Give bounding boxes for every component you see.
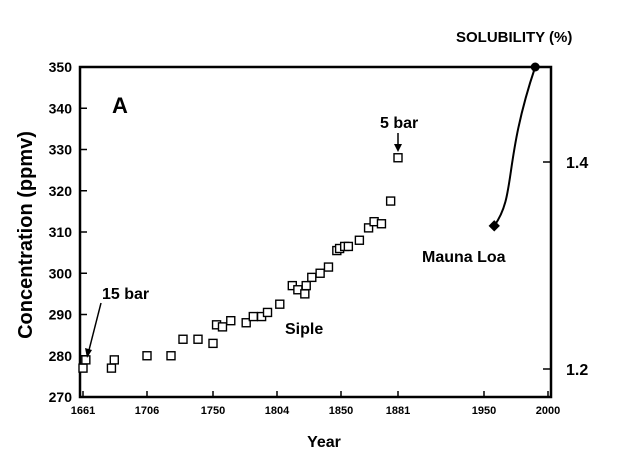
siple-point bbox=[81, 355, 91, 365]
siple-point bbox=[323, 262, 334, 272]
y2-tick-label: 1.4 bbox=[566, 155, 588, 172]
y-tick-label: 320 bbox=[49, 183, 73, 199]
siple-point bbox=[248, 311, 258, 322]
y-tick-label: 350 bbox=[49, 59, 73, 75]
siple-point bbox=[376, 219, 387, 229]
siple-point bbox=[217, 322, 228, 332]
y-tick-label: 330 bbox=[49, 142, 73, 158]
y-tick-label: 270 bbox=[49, 389, 73, 405]
siple-point bbox=[166, 351, 176, 361]
siple-point bbox=[363, 223, 374, 233]
y-tick-label: 290 bbox=[49, 307, 73, 323]
arrowhead-15-bar bbox=[85, 348, 92, 358]
siple-point bbox=[193, 334, 203, 344]
plot-frame bbox=[78, 65, 553, 399]
annotation-mauna-loa: Mauna Loa bbox=[422, 249, 506, 266]
mauna-loa-curve bbox=[493, 66, 537, 227]
siple-point bbox=[178, 334, 188, 344]
siple-point bbox=[142, 351, 152, 361]
y-tick-label: 310 bbox=[49, 224, 73, 240]
siple-point bbox=[300, 289, 310, 299]
x-tick-label: 1881 bbox=[386, 405, 410, 417]
siple-point bbox=[109, 355, 119, 365]
siple-point bbox=[385, 196, 396, 206]
x-tick-label: 2000 bbox=[536, 405, 560, 417]
panel-label: A bbox=[112, 93, 128, 118]
siple-point bbox=[106, 363, 117, 373]
annotation-15-bar: 15 bar bbox=[102, 286, 149, 303]
y2-tick-label: 1.2 bbox=[566, 362, 588, 379]
x-tick-label: 1706 bbox=[135, 405, 159, 417]
siple-point bbox=[301, 280, 311, 291]
x-axis-title: Year bbox=[307, 434, 341, 451]
y-tick-label: 340 bbox=[49, 100, 73, 116]
siple-point bbox=[208, 338, 218, 349]
x-tick-label: 1804 bbox=[265, 405, 290, 417]
siple-point bbox=[354, 235, 365, 245]
siple-point bbox=[307, 272, 317, 283]
arrowhead-5-bar bbox=[394, 144, 402, 152]
siple-point bbox=[262, 307, 273, 318]
siple-point bbox=[226, 315, 236, 326]
y-tick-label: 300 bbox=[49, 265, 73, 281]
x-tick-label: 1661 bbox=[71, 405, 95, 417]
annotation-5-bar: 5 bar bbox=[380, 115, 418, 132]
x-tick-label: 1850 bbox=[329, 405, 353, 417]
y-tick-label: 280 bbox=[49, 348, 73, 364]
annotation-siple: Siple bbox=[285, 321, 323, 338]
siple-point bbox=[275, 299, 285, 309]
siple-point bbox=[393, 153, 403, 163]
siple-point bbox=[343, 241, 354, 252]
x-tick-label: 1950 bbox=[472, 405, 496, 417]
siple-point bbox=[241, 318, 251, 328]
y2-axis-title: SOLUBILITY (%) bbox=[456, 29, 572, 46]
y-axis-title: Concentration (ppmv) bbox=[15, 131, 37, 339]
x-tick-label: 1750 bbox=[201, 405, 225, 417]
arrow-15-bar bbox=[87, 302, 102, 355]
siple-point bbox=[315, 268, 325, 278]
siple-point bbox=[78, 363, 88, 373]
